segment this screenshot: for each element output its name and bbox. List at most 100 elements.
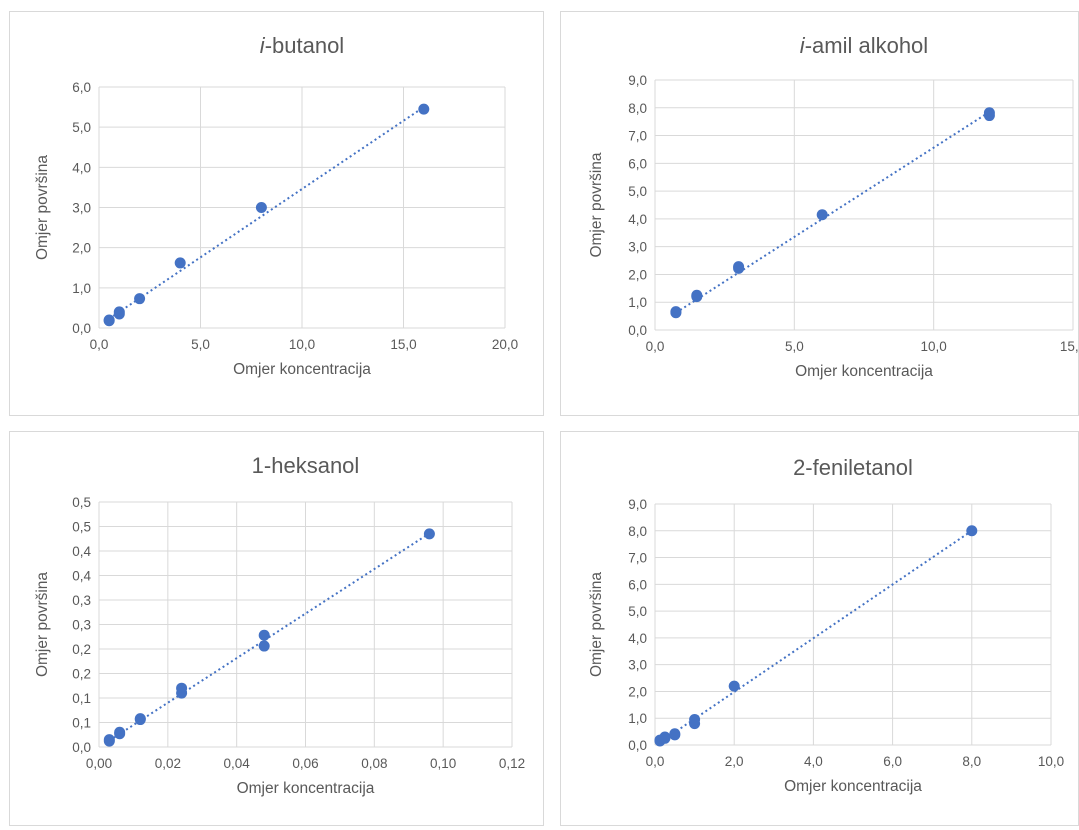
y-tick-label: 4,0 (628, 212, 647, 227)
chart-title-text: -butanol (265, 33, 345, 58)
y-tick-label: 0,4 (72, 544, 91, 559)
chart-title: i-butanol (260, 33, 344, 58)
chart-1-heksanol: 0,0 0,1 0,1 0,2 0,2 0,3 0,3 0,4 0,4 0,5 0,5 0,00 0,0… (9, 431, 544, 826)
y-tick-label: 6,0 (628, 577, 647, 592)
data-point (983, 107, 995, 119)
y-axis-label: Omjer površina (34, 155, 51, 260)
y-tick-label: 3,0 (628, 240, 647, 255)
y-tick-label: 2,0 (628, 684, 647, 699)
y-tick-label: 4,0 (72, 160, 91, 175)
y-axis-label: Omjer površina (588, 152, 605, 257)
data-point (103, 734, 115, 746)
y-tick-label: 0,3 (72, 593, 91, 608)
y-tick-label: 5,0 (628, 184, 647, 199)
data-point (174, 257, 186, 269)
data-point (255, 202, 267, 213)
x-tick-label: 5,0 (191, 337, 210, 352)
chart-title: 2-feniletanol (793, 455, 913, 480)
x-tick-label: 15,0 (1060, 339, 1079, 354)
data-point (258, 629, 270, 641)
x-tick-label: 4,0 (804, 754, 823, 769)
x-tick-label: 10,0 (921, 339, 947, 354)
chart-svg-1: 0,0 1,0 2,0 3,0 4,0 5,0 6,0 7,0 8,0 9,0 0,0 5,0 10,0… (588, 33, 1079, 380)
chart-svg-3: 0,0 1,0 2,0 3,0 4,0 5,0 6,0 7,0 8,0 9,0 0,0 2,0 4,0 6… (588, 455, 1064, 795)
data-point (423, 528, 435, 540)
data-point (258, 640, 270, 652)
y-tick-label: 0,3 (72, 618, 91, 633)
data-point (733, 261, 745, 273)
y-tick-label: 5,0 (628, 604, 647, 619)
x-tick-label: 0,02 (155, 756, 181, 771)
y-tick-label: 1,0 (72, 281, 91, 296)
data-point (966, 525, 978, 537)
x-tick-label: 0,10 (430, 756, 456, 771)
trendline (675, 111, 990, 314)
x-tick-label: 0,06 (292, 756, 318, 771)
x-tick-label: 2,0 (725, 754, 744, 769)
chart-i-amil-alkohol: 0,0 1,0 2,0 3,0 4,0 5,0 6,0 7,0 8,0 9,0 0,0 5,0 10,0… (560, 11, 1079, 416)
chart-title-text: 1-heksanol (252, 453, 360, 478)
data-point (176, 682, 188, 694)
chart-title-prefix: i (260, 33, 266, 58)
y-tick-label: 3,0 (628, 658, 647, 673)
y-axis-label: Omjer površina (588, 572, 605, 677)
y-tick-label: 0,5 (72, 520, 91, 535)
y-tick-label: 0,0 (72, 740, 91, 755)
y-tick-label: 6,0 (628, 156, 647, 171)
y-tick-label: 1,0 (628, 295, 647, 310)
trendline (108, 106, 425, 320)
data-point (418, 103, 430, 115)
chart-svg-2: 0,0 0,1 0,1 0,2 0,2 0,3 0,3 0,4 0,4 0,5 0,5 0,00 0,0… (34, 453, 525, 797)
x-tick-label: 0,12 (499, 756, 525, 771)
x-axis-label: Omjer koncentracija (784, 778, 922, 795)
y-tick-label: 9,0 (628, 73, 647, 88)
data-point (691, 289, 703, 301)
data-point (816, 209, 828, 221)
y-tick-label: 0,1 (72, 691, 91, 706)
y-axis-label: Omjer površina (34, 572, 51, 677)
data-point (659, 731, 671, 743)
y-tick-label: 0,0 (72, 321, 91, 336)
y-tick-label: 4,0 (628, 631, 647, 646)
y-tick-label: 1,0 (628, 711, 647, 726)
x-tick-label: 0,0 (646, 339, 665, 354)
y-tick-label: 2,0 (72, 241, 91, 256)
y-tick-label: 8,0 (628, 524, 647, 539)
chart-title: i-amil alkohol (800, 33, 928, 58)
chart-title: 1-heksanol (252, 453, 360, 478)
y-tick-label: 0,0 (628, 323, 647, 338)
x-tick-label: 6,0 (883, 754, 902, 769)
data-point (113, 306, 125, 318)
y-tick-label: 0,4 (72, 569, 91, 584)
data-point (103, 314, 115, 326)
y-tick-label: 7,0 (628, 551, 647, 566)
y-tick-label: 0,2 (72, 642, 91, 657)
data-point (134, 713, 146, 725)
y-tick-label: 2,0 (628, 267, 647, 282)
x-tick-label: 5,0 (785, 339, 804, 354)
x-tick-label: 15,0 (390, 337, 416, 352)
data-point (669, 728, 681, 740)
x-tick-label: 0,0 (646, 754, 665, 769)
x-tick-label: 10,0 (289, 337, 315, 352)
chart-title-prefix: i (800, 33, 806, 58)
x-tick-label: 10,0 (1038, 754, 1064, 769)
y-tick-label: 8,0 (628, 101, 647, 116)
y-tick-label: 0,2 (72, 667, 91, 682)
x-axis-label: Omjer koncentracija (795, 363, 933, 380)
y-tick-label: 5,0 (72, 120, 91, 135)
chart-i-butanol: 0,0 1,0 2,0 3,0 4,0 5,0 6,0 0,0 5,0 10,0 15,0 20,0 i… (9, 11, 544, 416)
y-tick-label: 0,0 (628, 738, 647, 753)
y-tick-label: 7,0 (628, 129, 647, 144)
x-axis-label: Omjer koncentracija (233, 361, 371, 378)
y-tick-label: 6,0 (72, 80, 91, 95)
y-tick-label: 0,1 (72, 716, 91, 731)
data-point (670, 306, 682, 318)
data-point (728, 680, 740, 692)
x-tick-label: 20,0 (492, 337, 518, 352)
data-point (134, 293, 146, 305)
y-tick-label: 0,5 (72, 495, 91, 510)
data-point (114, 726, 126, 738)
chart-title-text: -amil alkohol (805, 33, 929, 58)
y-tick-label: 3,0 (72, 201, 91, 216)
